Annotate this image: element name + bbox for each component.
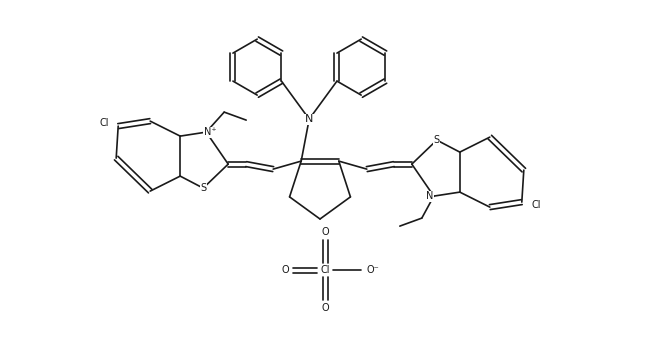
Text: S: S bbox=[200, 183, 206, 193]
Text: S: S bbox=[434, 135, 440, 145]
Text: O: O bbox=[321, 227, 329, 237]
Text: Cl: Cl bbox=[320, 265, 330, 275]
Text: O⁻: O⁻ bbox=[367, 265, 380, 275]
Text: O: O bbox=[321, 303, 329, 313]
Text: N: N bbox=[426, 191, 434, 201]
Text: O: O bbox=[281, 265, 289, 275]
Text: N: N bbox=[305, 114, 313, 124]
Text: N⁺: N⁺ bbox=[204, 127, 216, 137]
Text: Cl: Cl bbox=[99, 118, 109, 128]
Text: Cl: Cl bbox=[531, 200, 541, 210]
